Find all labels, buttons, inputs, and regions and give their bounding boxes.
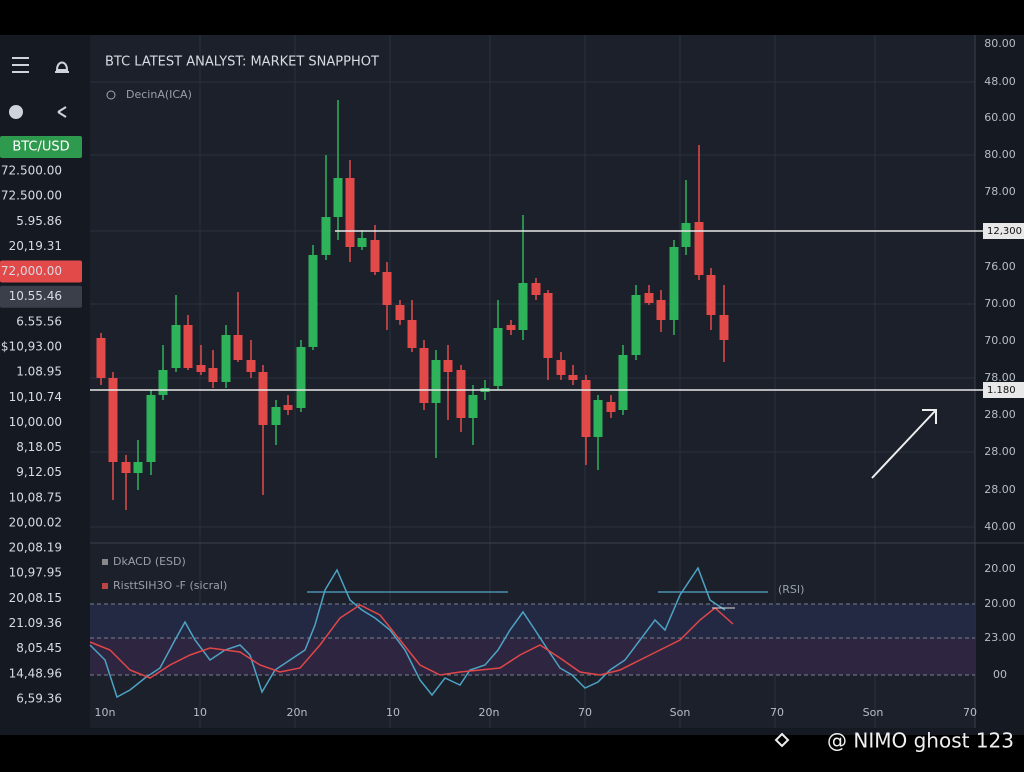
axis-label: 60.00 xyxy=(984,111,1016,124)
price-item: $10,93.00 xyxy=(1,339,62,353)
axis-label: 70.00 xyxy=(984,297,1016,310)
axis-label: 76.00 xyxy=(984,260,1016,273)
price-item: $72,000.00 xyxy=(0,264,62,278)
band-lower xyxy=(90,638,975,675)
trend-arrow xyxy=(871,409,937,479)
price-tag-label: 1.180 xyxy=(987,385,1016,396)
x-label: 10n xyxy=(95,706,116,719)
watermark: @ NIMO ghost 123 xyxy=(827,729,1014,753)
axis-label: 70.00 xyxy=(984,334,1016,347)
axis-label: 78.00 xyxy=(984,185,1016,198)
x-label: Son xyxy=(670,706,691,719)
price-item: 6.55.56 xyxy=(16,314,62,328)
legend-swatch xyxy=(102,583,108,589)
signal-line xyxy=(89,604,734,679)
axis-label: 28.00 xyxy=(984,483,1016,496)
axis-label: 28.00 xyxy=(984,408,1016,421)
axis-label: 78.00 xyxy=(984,371,1016,384)
price-item: 20,08.19 xyxy=(9,541,62,555)
x-label: 20n xyxy=(287,706,308,719)
indicator-icon xyxy=(106,90,116,100)
price-item: 21.09.36 xyxy=(9,616,62,630)
level-lines xyxy=(90,603,975,676)
bell-icon[interactable] xyxy=(55,61,69,73)
x-label: Son xyxy=(863,706,884,719)
price-item: $72.500.00 xyxy=(0,189,62,203)
price-item: 20,19.31 xyxy=(9,239,62,253)
price-item: 10.55.46 xyxy=(9,289,62,303)
axis-label: 23.00 xyxy=(984,631,1016,644)
price-tag-label: 12,300 xyxy=(987,226,1022,237)
price-item: 10,08.75 xyxy=(9,490,62,504)
price-item: 5.95.86 xyxy=(16,214,62,228)
indicator-label: DecinA(ICA) xyxy=(126,88,192,101)
axis-label: 40.00 xyxy=(984,520,1016,533)
price-item: 1.08.95 xyxy=(16,365,62,379)
price-item: 20,08.15 xyxy=(9,591,62,605)
x-label: 10 xyxy=(386,706,400,719)
watermark-icon xyxy=(774,732,790,748)
share-icon[interactable] xyxy=(57,106,67,118)
price-item: $72.500.00 xyxy=(0,164,62,178)
chart-title: BTC LATEST ANALYST: MARKET SNAPPHOT xyxy=(105,55,379,70)
axis-label: 20.00 xyxy=(984,562,1016,575)
axis-label: 00 xyxy=(993,668,1007,681)
axis-label: 28.00 xyxy=(984,445,1016,458)
settings-icon[interactable] xyxy=(9,105,23,119)
legend-swatch xyxy=(102,559,108,565)
menu-icon[interactable] xyxy=(12,57,29,73)
x-label: 20n xyxy=(479,706,500,719)
x-label: 70 xyxy=(770,706,784,719)
rsi-label: RisttSIH3O -F (sicral) xyxy=(113,579,227,592)
price-item: 14,48.96 xyxy=(9,666,62,680)
axis-label: 20.00 xyxy=(984,597,1016,610)
price-tag xyxy=(983,223,1024,239)
price-item: 10,10.74 xyxy=(9,390,62,404)
axis-label: 48.00 xyxy=(984,75,1016,88)
price-item: 6,59.36 xyxy=(16,691,62,705)
x-label: 10 xyxy=(193,706,207,719)
x-label: 70 xyxy=(963,706,977,719)
price-item: 8,18.05 xyxy=(16,440,62,454)
axis-label: 80.00 xyxy=(984,148,1016,161)
axis-label: 80.00 xyxy=(984,37,1016,50)
price-item: 10,00.00 xyxy=(9,415,62,429)
price-badge xyxy=(0,260,82,283)
price-item: 9,12.05 xyxy=(16,465,62,479)
price-badge xyxy=(0,285,82,308)
band-upper xyxy=(90,604,975,638)
price-tag xyxy=(983,382,1024,398)
pair-badge[interactable] xyxy=(0,136,82,158)
price-item: 20,00.02 xyxy=(9,515,62,529)
red-bodies xyxy=(96,178,729,473)
macd-line xyxy=(89,566,726,699)
x-label: 70 xyxy=(578,706,592,719)
rsi-tag: (RSI) xyxy=(778,583,804,596)
macd-label: DkACD (ESD) xyxy=(113,555,186,568)
pair-label[interactable]: BTC/USD xyxy=(12,140,69,155)
price-item: 8,05.45 xyxy=(16,641,62,655)
price-item: 10,97.95 xyxy=(9,566,62,580)
